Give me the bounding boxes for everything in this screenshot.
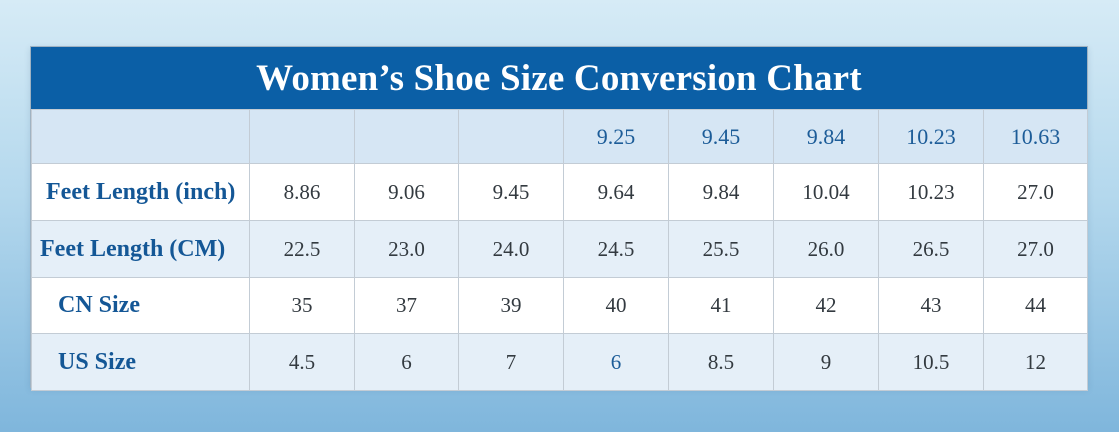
header-cell	[249, 109, 355, 164]
table-cell: 9.84	[668, 163, 774, 221]
table-row-us-size: US Size 4.5 6 7 6 8.5 9 10.5 12	[31, 333, 1088, 391]
table-cell: 22.5	[249, 220, 355, 278]
table-cell: 25.5	[668, 220, 774, 278]
table-cell: 35	[249, 277, 355, 334]
table-row-cn-size: CN Size 35 37 39 40 41 42 43 44	[31, 277, 1088, 334]
header-cell: 9.25	[563, 109, 669, 164]
row-label: Feet Length (CM)	[31, 220, 250, 278]
table-cell: 9.06	[354, 163, 459, 221]
table-cell: 9.64	[563, 163, 669, 221]
table-cell: 10.04	[773, 163, 879, 221]
header-corner-cell	[31, 109, 250, 164]
table-cell: 27.0	[983, 220, 1088, 278]
table-cell: 8.5	[668, 333, 774, 391]
table-cell: 40	[563, 277, 669, 334]
table-cell: 7	[458, 333, 564, 391]
table-cell: 4.5	[249, 333, 355, 391]
table-cell: 8.86	[249, 163, 355, 221]
table-cell: 24.0	[458, 220, 564, 278]
table-cell: 6	[354, 333, 459, 391]
size-conversion-chart: Women’s Shoe Size Conversion Chart 9.25 …	[30, 46, 1088, 391]
table-cell: 39	[458, 277, 564, 334]
table-cell: 6	[563, 333, 669, 391]
table-cell: 41	[668, 277, 774, 334]
header-cell	[458, 109, 564, 164]
table-row-feet-length-cm: Feet Length (CM) 22.5 23.0 24.0 24.5 25.…	[31, 220, 1088, 278]
table-cell: 12	[983, 333, 1088, 391]
chart-title: Women’s Shoe Size Conversion Chart	[256, 57, 862, 99]
table-cell: 9.45	[458, 163, 564, 221]
table-cell: 26.0	[773, 220, 879, 278]
table-cell: 42	[773, 277, 879, 334]
table-cell: 26.5	[878, 220, 984, 278]
header-cell: 9.45	[668, 109, 774, 164]
header-cell: 9.84	[773, 109, 879, 164]
table-cell: 9	[773, 333, 879, 391]
header-cell: 10.23	[878, 109, 984, 164]
table-cell: 10.23	[878, 163, 984, 221]
chart-title-bar: Women’s Shoe Size Conversion Chart	[31, 47, 1087, 109]
table-cell: 27.0	[983, 163, 1088, 221]
table-cell: 10.5	[878, 333, 984, 391]
size-table: 9.25 9.45 9.84 10.23 10.63 Feet Length (…	[31, 109, 1088, 391]
header-cell	[354, 109, 459, 164]
header-row: 9.25 9.45 9.84 10.23 10.63	[31, 109, 1088, 164]
table-row-feet-length-inch: Feet Length (inch) 8.86 9.06 9.45 9.64 9…	[31, 163, 1088, 221]
table-cell: 43	[878, 277, 984, 334]
table-cell: 24.5	[563, 220, 669, 278]
row-label: Feet Length (inch)	[31, 163, 250, 221]
row-label: US Size	[31, 333, 250, 391]
header-cell: 10.63	[983, 109, 1088, 164]
table-cell: 44	[983, 277, 1088, 334]
table-cell: 37	[354, 277, 459, 334]
table-cell: 23.0	[354, 220, 459, 278]
row-label: CN Size	[31, 277, 250, 334]
